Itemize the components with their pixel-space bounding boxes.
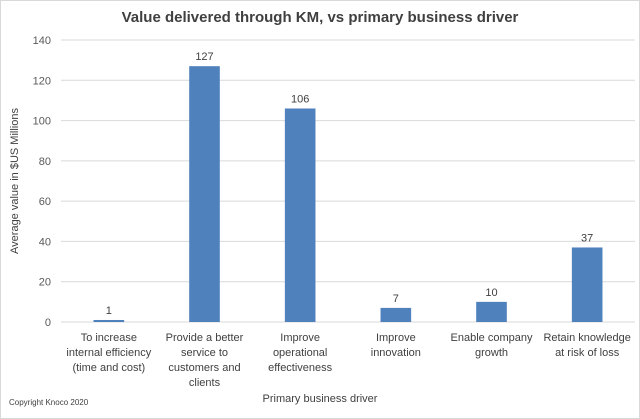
data-label: 37 xyxy=(581,232,593,244)
y-tick-label: 120 xyxy=(33,75,51,87)
x-tick-label: growth xyxy=(475,347,508,359)
chart-title: Value delivered through KM, vs primary b… xyxy=(121,9,519,26)
bar xyxy=(284,108,316,322)
x-tick-label: Enable company xyxy=(451,332,533,344)
x-tick-label: customers and xyxy=(168,362,240,374)
y-tick-label: 20 xyxy=(39,277,51,289)
data-label: 1 xyxy=(106,305,112,317)
y-tick-label: 0 xyxy=(45,317,51,329)
x-tick-label: effectiveness xyxy=(268,362,333,374)
x-axis-title: Primary business driver xyxy=(262,393,378,405)
y-tick-label: 100 xyxy=(33,116,51,128)
bar xyxy=(380,307,412,322)
x-tick-label: (time and cost) xyxy=(72,362,145,374)
x-tick-label: at risk of loss xyxy=(555,347,620,359)
bar xyxy=(476,301,507,322)
bar xyxy=(189,66,220,322)
y-tick-label: 140 xyxy=(33,35,51,47)
x-tick-label: internal efficiency xyxy=(66,347,151,359)
y-tick-label: 60 xyxy=(39,196,51,208)
y-tick-label: 80 xyxy=(39,156,51,168)
x-tick-label: operational xyxy=(273,347,327,359)
x-tick-label: Retain knowledge xyxy=(543,332,630,344)
bar xyxy=(571,247,603,322)
data-label: 106 xyxy=(291,93,309,105)
bar xyxy=(93,319,125,322)
x-tick-label: To increase xyxy=(81,332,137,344)
x-tick-label: Provide a better xyxy=(166,332,244,344)
x-tick-label: Improve xyxy=(376,332,416,344)
data-label: 10 xyxy=(485,287,497,299)
y-tick-label: 40 xyxy=(39,236,51,248)
data-label: 7 xyxy=(393,293,399,305)
x-tick-label: service to xyxy=(181,347,228,359)
x-tick-label: Improve xyxy=(280,332,320,344)
x-tick-label: innovation xyxy=(371,347,421,359)
copyright-text: Copyright Knoco 2020 xyxy=(9,398,89,407)
x-tick-label: clients xyxy=(189,377,221,389)
data-label: 127 xyxy=(195,51,213,63)
